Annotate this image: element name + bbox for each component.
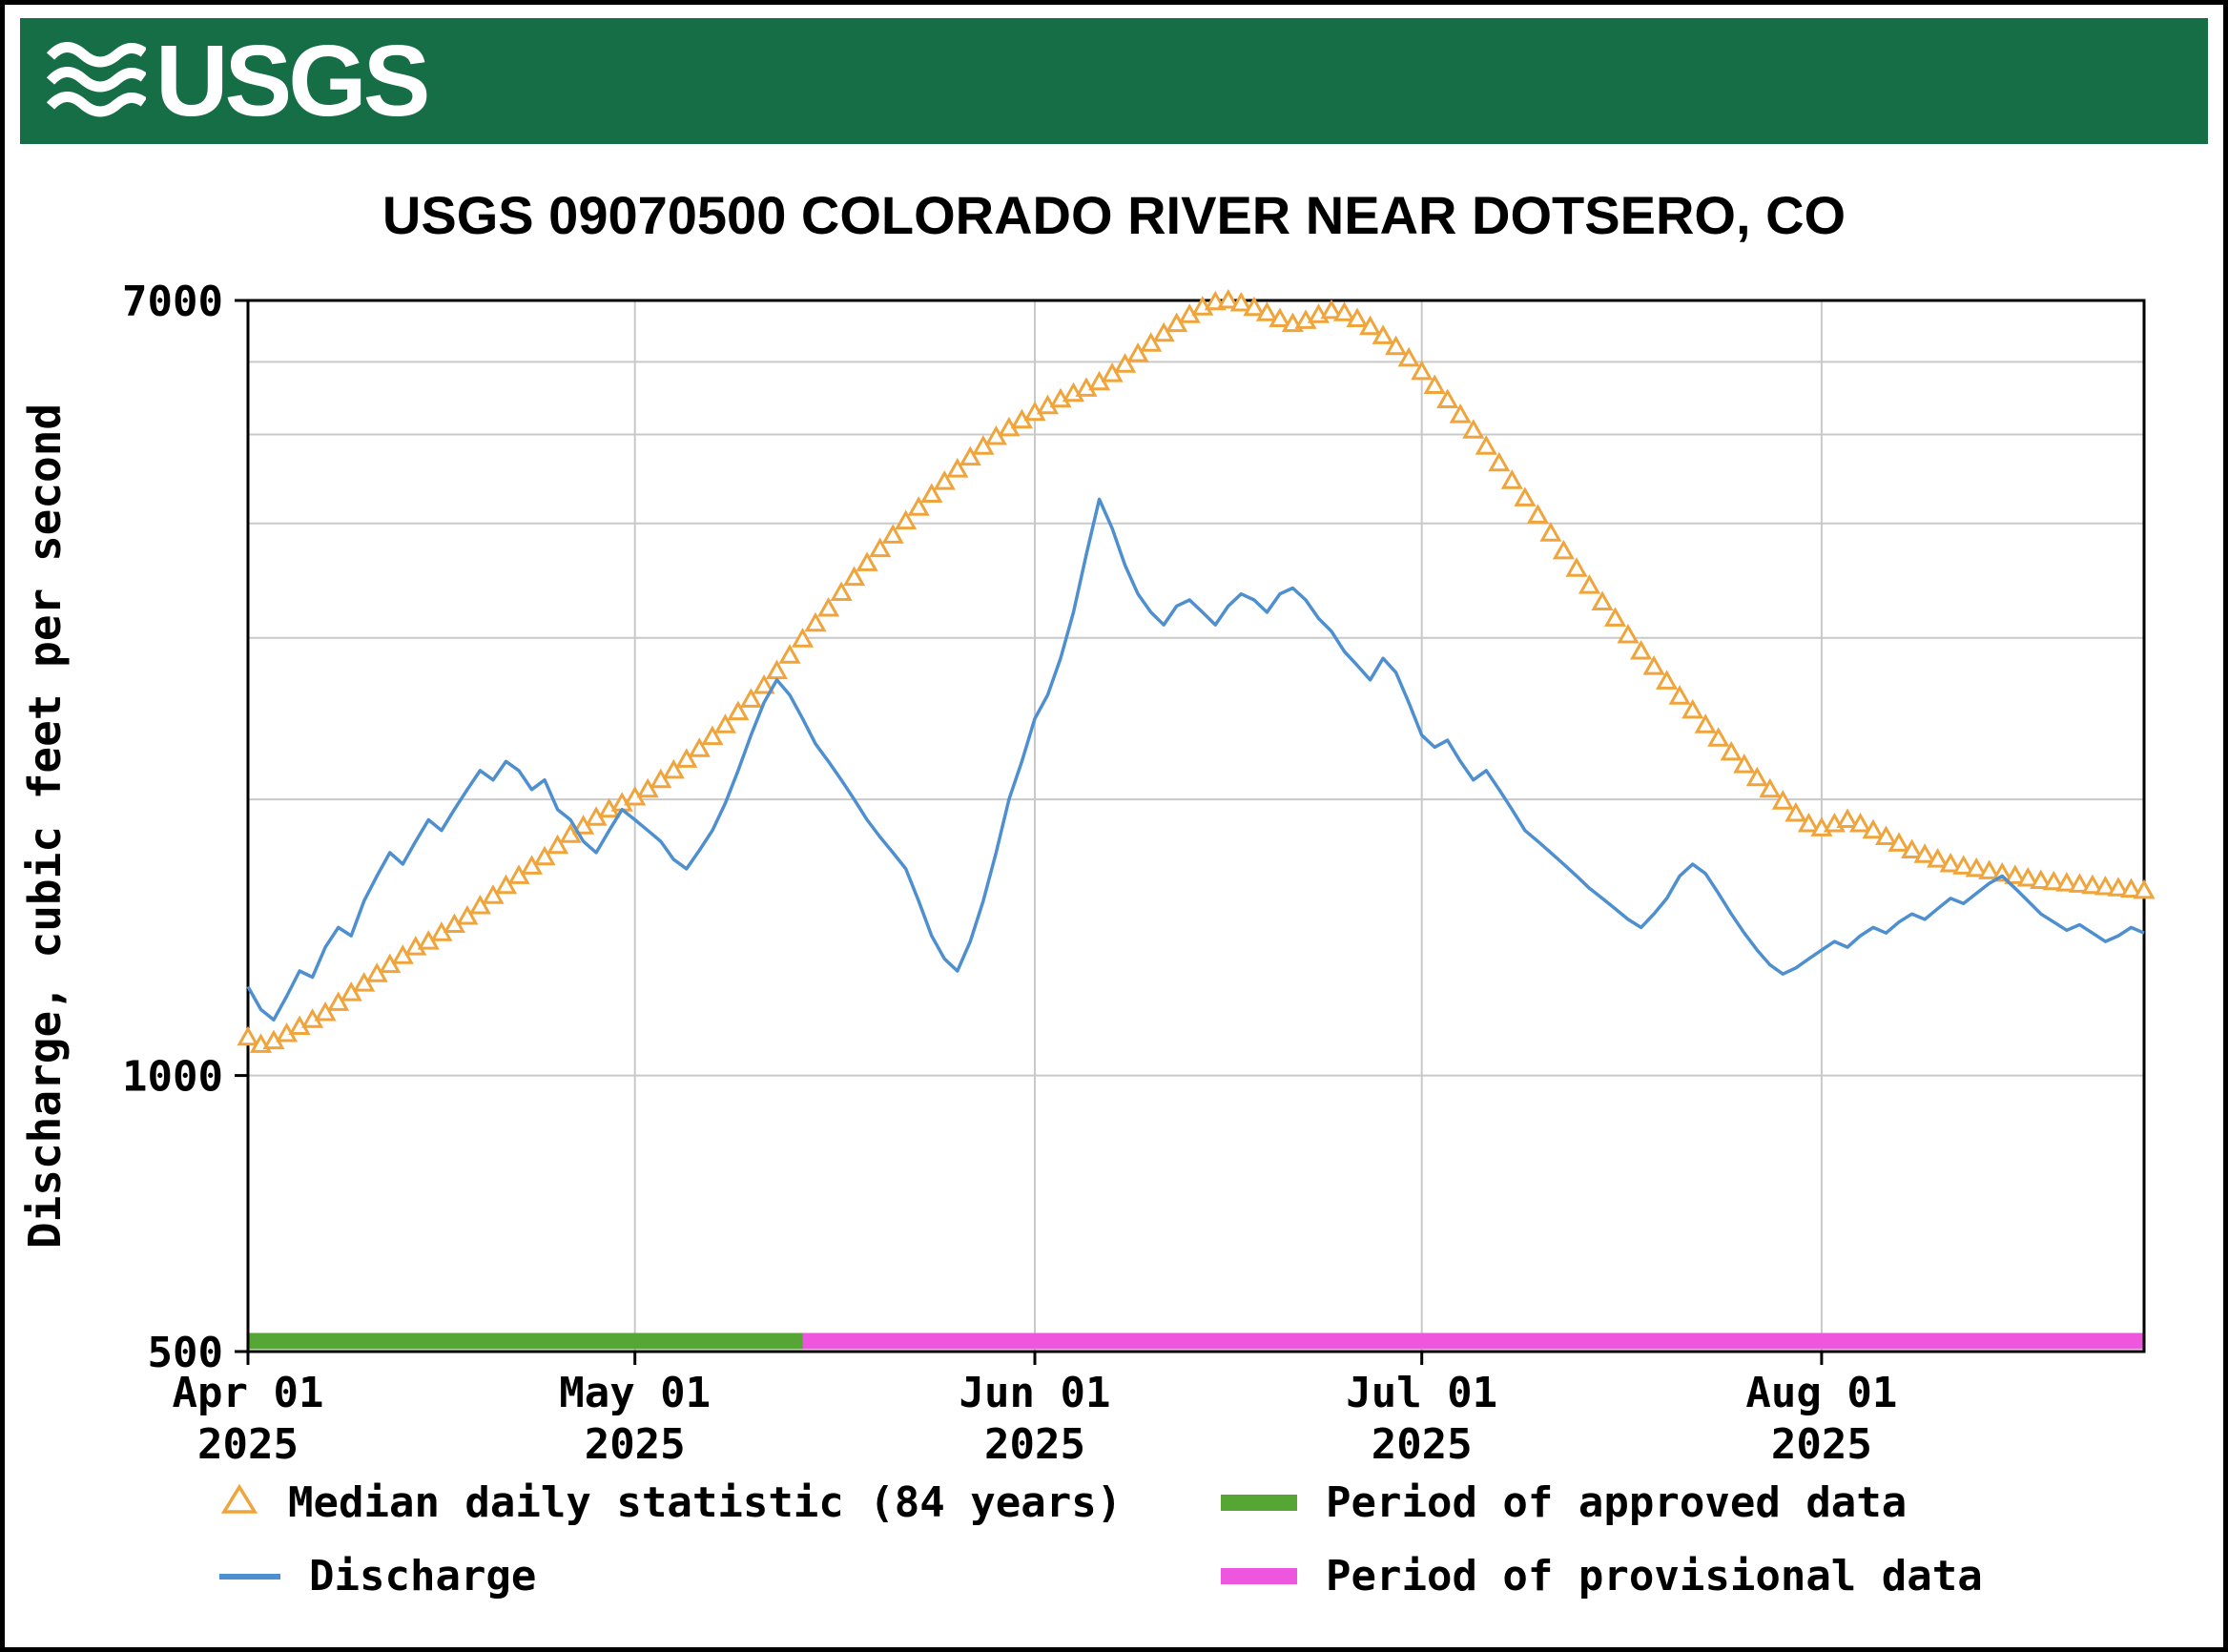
y-tick-label: 1000 [122, 1053, 223, 1102]
x-tick-year: 2025 [1771, 1420, 1872, 1469]
plot-border [246, 299, 2146, 1353]
x-tick-label: Jun 01 [959, 1369, 1111, 1417]
y-tick-label: 500 [148, 1329, 223, 1377]
x-tick-label: Aug 01 [1745, 1369, 1897, 1417]
approved-period-bar-icon [1221, 1495, 1297, 1511]
gridlines [248, 300, 2144, 1352]
chart-legend: Median daily statistic (84 years) Period … [219, 1478, 1983, 1600]
legend-label-discharge: Discharge [309, 1552, 537, 1600]
median-triangle-markers [237, 288, 2156, 1053]
legend-label-approved: Period of approved data [1326, 1478, 1908, 1527]
x-tick-label: May 01 [559, 1369, 711, 1417]
x-tick-year: 2025 [984, 1420, 1085, 1469]
page-title: USGS 09070500 COLORADO RIVER NEAR DOTSER… [382, 185, 1846, 245]
discharge-line [246, 497, 2145, 1022]
legend-item-median: Median daily statistic (84 years) [219, 1478, 1221, 1527]
x-tick-year: 2025 [585, 1420, 686, 1469]
y-tick-label: 7000 [122, 278, 223, 326]
y-axis-title: Discharge, cubic feet per second [19, 403, 71, 1249]
legend-item-provisional: Period of provisional data [1221, 1552, 1983, 1600]
usgs-logo-text: USGS [155, 25, 430, 137]
x-tick-label: Jul 01 [1346, 1369, 1497, 1417]
usgs-logo: USGS [46, 25, 430, 137]
x-tick-year: 2025 [197, 1420, 299, 1469]
legend-label-median: Median daily statistic (84 years) [288, 1478, 1123, 1527]
median-triangle-icon [219, 1478, 259, 1527]
legend-label-provisional: Period of provisional data [1326, 1552, 1983, 1600]
legend-item-approved: Period of approved data [1221, 1478, 1983, 1527]
x-tick-year: 2025 [1372, 1420, 1473, 1469]
usgs-waves-icon [46, 35, 148, 128]
discharge-line-icon [219, 1573, 280, 1580]
legend-item-discharge: Discharge [219, 1552, 1221, 1600]
x-tick-label: Apr 01 [173, 1369, 324, 1417]
provisional-period-bar-icon [1221, 1568, 1297, 1584]
usgs-header-banner: USGS [20, 18, 2208, 144]
